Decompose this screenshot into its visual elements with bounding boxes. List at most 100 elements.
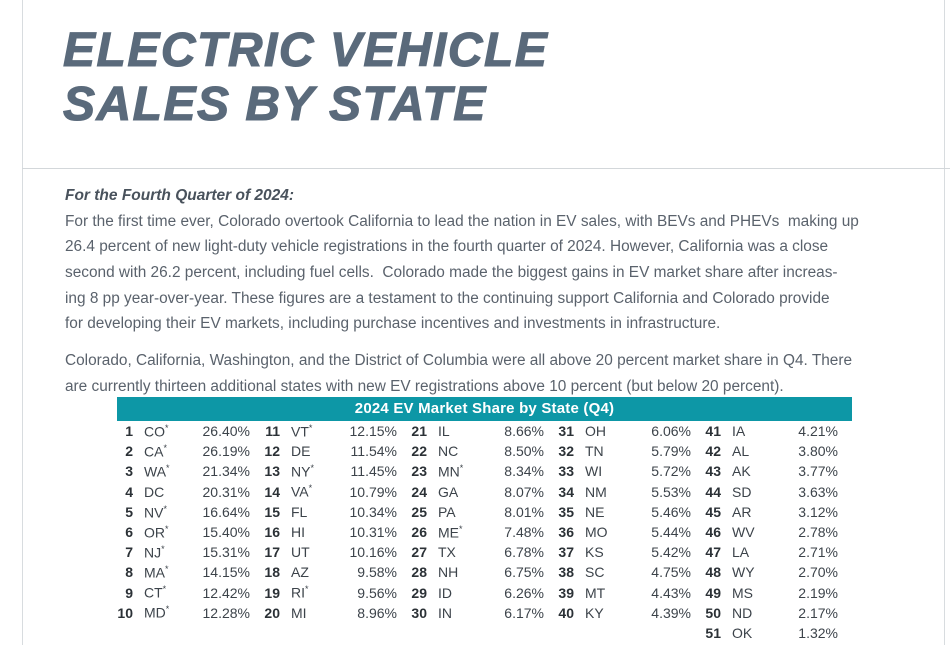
table-cell-group: 38 SC 4.75% [558, 562, 705, 582]
state-rank: 4 [125, 483, 133, 500]
market-share-value: 11.45% [350, 463, 397, 480]
state-code: NJ* [144, 543, 165, 561]
state-rank: 2 [125, 443, 133, 460]
table-cell-group: 32 TN 5.79% [558, 441, 705, 461]
market-share-value: 6.06% [651, 423, 691, 440]
section-divider [22, 168, 950, 169]
market-share-value: 20.31% [202, 483, 250, 500]
state-rank: 9 [125, 584, 133, 601]
table-row: 10 MD* 12.28% 20 MI 8.96% 30 IN 6.17% 40 KY 4.39% 50… [117, 603, 852, 623]
text-line: for developing their EV markets, includi… [65, 315, 721, 333]
state-rank: 35 [558, 503, 574, 520]
page-title-line2: SALES BY STATE [62, 77, 487, 131]
market-share-value: 10.16% [349, 544, 397, 561]
table-cell-group: 45 AR 3.12% [705, 502, 852, 522]
state-code: ID [438, 584, 452, 601]
state-code: UT [291, 544, 310, 561]
state-code: NV* [144, 503, 167, 521]
market-share-value: 15.40% [202, 524, 250, 541]
state-code: IL [438, 423, 450, 440]
state-code: OR* [144, 523, 169, 541]
table-cell-group: 44 SD 3.63% [705, 482, 852, 502]
page-left-edge [22, 0, 23, 645]
market-share-value: 5.42% [651, 544, 691, 561]
market-share-value: 26.19% [202, 443, 250, 460]
table-row: 1 CO* 26.40% 11 VT* 12.15% 21 IL 8.66% 31 OH 6.06% 4… [117, 421, 852, 441]
state-code: HI [291, 524, 305, 541]
market-share-value: 5.46% [651, 503, 691, 520]
market-share-value: 10.34% [349, 503, 397, 520]
masthead: ELECTRIC VEHICLE SALES BY STATE [62, 23, 548, 132]
footnote-asterisk: * [161, 543, 165, 554]
footnote-asterisk: * [459, 523, 463, 534]
table-row: 9 CT* 12.42% 19 RI* 9.56% 29 ID 6.26% 39 MT 4.43% 49… [117, 583, 852, 603]
state-rank: 23 [411, 463, 427, 480]
footnote-asterisk: * [163, 442, 167, 453]
page-title: ELECTRIC VEHICLE SALES BY STATE [62, 23, 548, 132]
state-rank: 47 [705, 544, 721, 561]
state-rank: 48 [705, 564, 721, 581]
footnote-asterisk: * [162, 584, 167, 595]
paragraph-1: For the first time ever, Colorado overto… [65, 209, 915, 338]
state-code: WY [732, 564, 755, 581]
footnote-asterisk: * [165, 523, 169, 534]
table-cell-group: 6 OR* 15.40% [117, 522, 264, 542]
state-code: KY [585, 604, 604, 621]
market-share-value: 3.63% [798, 483, 838, 500]
table-cell-group: 7 NJ* 15.31% [117, 542, 264, 562]
footnote-asterisk: * [459, 463, 464, 474]
state-rank: 30 [411, 604, 427, 621]
paragraph-2: Colorado, California, Washington, and th… [65, 348, 915, 399]
state-code: PA [438, 503, 456, 520]
state-code: TX [438, 544, 456, 561]
market-share-value: 2.17% [798, 604, 838, 621]
state-code: MI [291, 604, 307, 621]
market-share-value: 6.75% [504, 564, 544, 581]
state-code: LA [732, 544, 750, 561]
state-code: NE [585, 503, 605, 520]
state-rank: 5 [125, 503, 133, 520]
state-code: WA* [144, 463, 170, 480]
market-share-value: 12.15% [349, 423, 397, 440]
market-share-value: 10.31% [349, 524, 397, 541]
state-code: TN [585, 443, 604, 460]
state-code: IN [438, 604, 452, 621]
state-rank: 21 [411, 423, 427, 440]
state-code: CO* [144, 422, 169, 440]
state-rank: 19 [264, 584, 280, 601]
table-cell-group: 4 DC 20.31% [117, 482, 264, 502]
state-rank: 15 [264, 503, 280, 520]
table-cell-group: 29 ID 6.26% [411, 583, 558, 603]
table-cell-group: 27 TX 6.78% [411, 542, 558, 562]
state-rank: 49 [705, 584, 721, 601]
state-rank: 50 [705, 604, 721, 621]
market-share-value: 4.43% [651, 584, 691, 601]
text-line: ing 8 pp year-over-year. These figures a… [65, 289, 830, 307]
market-share-table: 2024 EV Market Share by State (Q4) 1 CO* 2… [117, 397, 852, 643]
market-share-value: 2.78% [798, 524, 838, 541]
footnote-asterisk: * [308, 483, 313, 494]
table-row: 8 MA* 14.15% 18 AZ 9.58% 28 NH 6.75% 38 SC 4.75% 48 W… [117, 562, 852, 582]
market-share-value: 8.07% [504, 483, 544, 500]
table-cell-group: 49 MS 2.19% [705, 583, 852, 603]
state-rank: 42 [705, 443, 721, 460]
table-cell-group [558, 623, 705, 643]
state-rank: 17 [264, 544, 280, 561]
market-share-value: 16.64% [202, 503, 250, 520]
market-share-value: 5.53% [651, 483, 691, 500]
footnote-asterisk: * [165, 564, 169, 575]
table-cell-group: 23 MN* 8.34% [411, 461, 558, 481]
state-code: NM [585, 483, 607, 500]
table-row: 3 WA* 21.34% 13 NY* 11.45% 23 MN* 8.34% 33 WI 5.72%… [117, 461, 852, 481]
state-code: OK [732, 624, 753, 641]
state-code: WI [585, 463, 603, 480]
state-rank: 44 [705, 483, 721, 500]
table-cell-group: 12 DE 11.54% [264, 441, 411, 461]
state-code: ND [732, 604, 753, 621]
market-share-value: 8.96% [357, 604, 397, 621]
table-cell-group [411, 623, 558, 643]
footnote-asterisk: * [165, 422, 169, 433]
market-share-value: 3.80% [798, 443, 838, 460]
state-code: NY* [291, 463, 314, 480]
state-rank: 25 [411, 503, 427, 520]
